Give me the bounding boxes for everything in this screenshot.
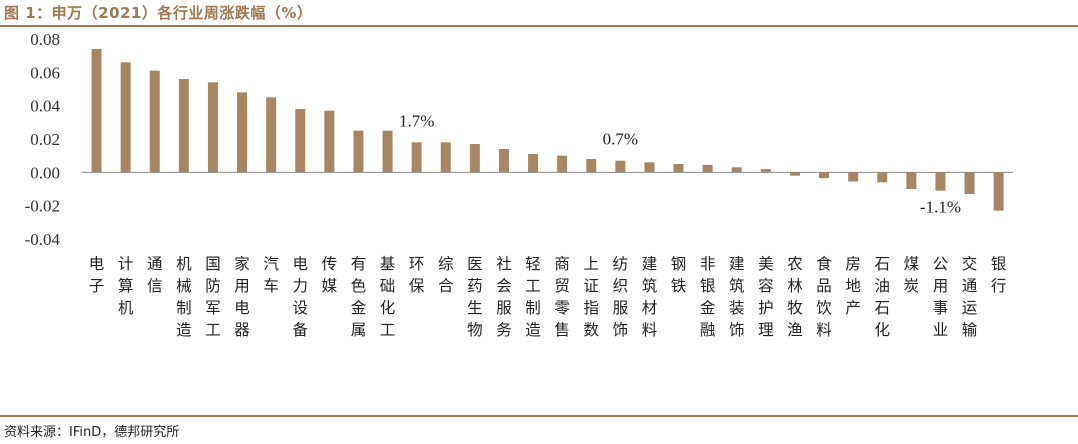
category-label: 煤炭 [904,255,920,295]
bar [411,142,422,173]
bar [498,149,509,173]
bar [382,130,393,173]
category-label: 建筑装饰 [729,255,745,339]
category-label: 纺织服饰 [613,255,629,339]
bar [586,159,597,173]
bar [469,144,480,173]
industry-weekly-change-bar-chart: 0.08 0.06 0.04 0.02 0.00 -0.02 -0.04 1.7% 0.7% -… [25,30,1014,339]
bar-value-annotation: -1.1% [920,198,961,217]
category-label: 国防军工 [205,255,221,339]
category-label: 计算机 [118,255,134,317]
category-label: 非银金融 [700,255,716,339]
bar [760,169,771,173]
y-tick-label: 0.04 [30,97,60,116]
category-label: 综合 [438,255,454,295]
bar [91,49,102,173]
bar [528,154,539,173]
bar [644,162,655,173]
bar [557,155,568,173]
bar [848,172,859,182]
category-label: 汽车 [263,255,279,295]
bar [149,70,160,173]
category-label: 机械制造 [176,255,192,339]
category-label: 社会服务 [496,255,512,339]
category-label: 交通运输 [962,255,978,339]
bar [964,172,975,194]
y-tick-label: 0.02 [30,130,60,149]
category-label: 银行 [991,255,1007,295]
category-label: 传媒 [322,255,338,295]
bar [295,109,306,173]
source-note: 资料来源：IFinD，德邦研究所 [4,425,180,440]
figure-title: 图 1：申万（2021）各行业周涨跌幅（%） [4,4,313,22]
category-label: 公用事业 [933,255,949,339]
bar [615,160,626,173]
bar [819,172,830,179]
bar [673,164,684,173]
category-label: 钢铁 [671,255,687,295]
category-label: 环保 [409,255,425,295]
category-label: 食品饮料 [816,255,832,339]
category-label: 商贸零售 [554,255,570,339]
bar [266,97,277,173]
bar [440,142,451,173]
footer-rule [0,415,1078,417]
category-label: 房地产 [845,255,861,317]
bar [789,172,800,176]
bar [731,167,742,173]
bar [935,172,946,191]
bar [324,110,335,173]
bar [877,172,888,183]
y-axis: 0.08 0.06 0.04 0.02 0.00 -0.02 -0.04 [25,30,61,249]
category-label: 有色金属 [351,255,367,339]
bar [120,62,131,173]
category-label: 农林牧渔 [787,255,803,339]
x-axis-category-labels: 电子计算机通信机械制造国防军工家用电器汽车电力设备传媒有色金属基础化工环保综合医… [89,255,1007,339]
bar [993,172,1004,211]
bar [906,172,917,189]
y-tick-label: -0.02 [25,197,60,216]
category-label: 通信 [147,255,163,295]
bar-annotations: 1.7% 0.7% -1.1% [399,111,961,216]
category-label: 家用电器 [234,255,250,339]
bar [702,164,713,173]
bar [237,92,248,173]
category-label: 轻工制造 [525,255,541,339]
bar [178,79,189,173]
category-label: 基础化工 [380,255,396,339]
bar [353,130,364,173]
category-label: 电子 [89,255,105,295]
category-label: 石油石化 [874,255,890,339]
y-tick-label: -0.04 [25,230,61,249]
bar-series [91,49,1004,211]
y-tick-label: 0.00 [30,163,60,182]
y-tick-label: 0.06 [30,63,60,82]
category-label: 建筑材料 [642,255,658,339]
category-label: 美容护理 [758,255,774,339]
bar-value-annotation: 1.7% [399,111,434,130]
category-label: 医药生物 [467,255,483,339]
y-tick-label: 0.08 [30,30,60,49]
bar-value-annotation: 0.7% [603,130,638,149]
category-label: 上证指数 [583,255,599,339]
bar [207,82,218,173]
title-rule [0,25,1078,27]
category-label: 电力设备 [292,255,308,339]
